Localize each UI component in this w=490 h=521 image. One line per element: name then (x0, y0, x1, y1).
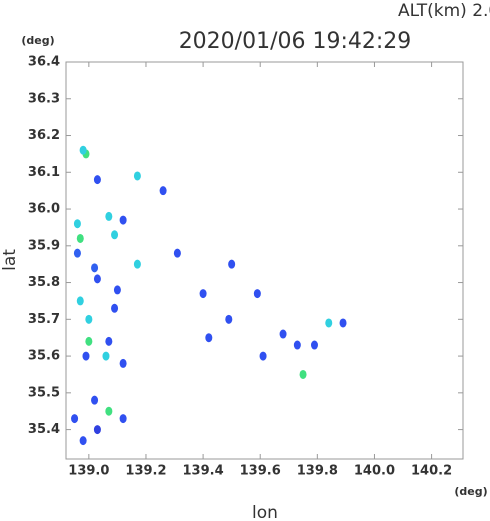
x-tick-label: 139.8 (297, 464, 338, 479)
y-tick-label: 35.7 (28, 312, 60, 327)
echo-cell (85, 314, 93, 324)
echo-cell (205, 333, 213, 343)
echo-cell (133, 171, 141, 181)
echo-cell (119, 414, 127, 424)
echo-cell (102, 351, 110, 361)
y-tick-label: 36.3 (28, 91, 60, 106)
echo-cell (225, 314, 233, 324)
y-tick-label: 35.8 (28, 275, 60, 290)
echo-cell (293, 340, 301, 350)
echo-cell (279, 329, 287, 339)
echo-cell (76, 233, 84, 243)
echo-cell (91, 395, 99, 405)
echo-cell (93, 425, 101, 435)
echo-cell (159, 186, 167, 196)
echo-cell (91, 263, 99, 273)
echo-cell (133, 259, 141, 269)
echo-cell (113, 285, 121, 295)
echo-cell (310, 340, 318, 350)
echo-cell (85, 336, 93, 346)
x-tick-label: 139.6 (240, 464, 281, 479)
echo-cell (325, 318, 333, 328)
y-tick-label: 35.5 (28, 385, 60, 400)
x-unit: (deg) (454, 485, 487, 498)
echo-cell (253, 289, 261, 299)
chart-title: 2020/01/06 19:42:29 (179, 29, 412, 54)
echo-cell (73, 219, 81, 229)
x-tick-label: 139.2 (125, 464, 166, 479)
y-tick-label: 36.0 (28, 202, 60, 217)
echo-cell (173, 248, 181, 258)
x-tick-label: 139.4 (183, 464, 224, 479)
y-tick-label: 36.1 (28, 165, 60, 180)
echo-cell (228, 259, 236, 269)
echo-cell (111, 303, 119, 313)
echo-cell (71, 414, 79, 424)
y-tick-label: 35.9 (28, 238, 60, 253)
echo-cell (73, 248, 81, 258)
echo-cell (93, 274, 101, 284)
echo-cell (82, 351, 90, 361)
echo-cell (299, 369, 307, 379)
chart-subtitle: ALT(km) 2.0 (398, 1, 490, 21)
x-axis-label: lon (252, 503, 278, 521)
y-unit: (deg) (21, 34, 54, 47)
y-tick-label: 35.4 (28, 422, 60, 437)
y-axis-label: lat (0, 249, 20, 271)
echo-cell (105, 211, 113, 221)
echo-cell (119, 358, 127, 368)
echo-cell (119, 215, 127, 225)
echo-cell (259, 351, 267, 361)
x-tick-label: 140.2 (411, 464, 452, 479)
echo-cell (93, 175, 101, 185)
echo-cell (79, 436, 87, 446)
echo-cell (105, 406, 113, 416)
echo-cell (79, 145, 87, 155)
x-tick-label: 139.0 (68, 464, 109, 479)
y-tick-label: 36.4 (28, 55, 60, 70)
echo-cell (105, 336, 113, 346)
echo-cell (339, 318, 347, 328)
y-tick-label: 35.6 (28, 349, 60, 364)
plot-frame (65, 61, 464, 460)
echo-cell (111, 230, 119, 240)
x-tick-label: 140.0 (354, 464, 395, 479)
echo-cell (199, 289, 207, 299)
y-tick-label: 36.2 (28, 128, 60, 143)
echo-cell (76, 296, 84, 306)
